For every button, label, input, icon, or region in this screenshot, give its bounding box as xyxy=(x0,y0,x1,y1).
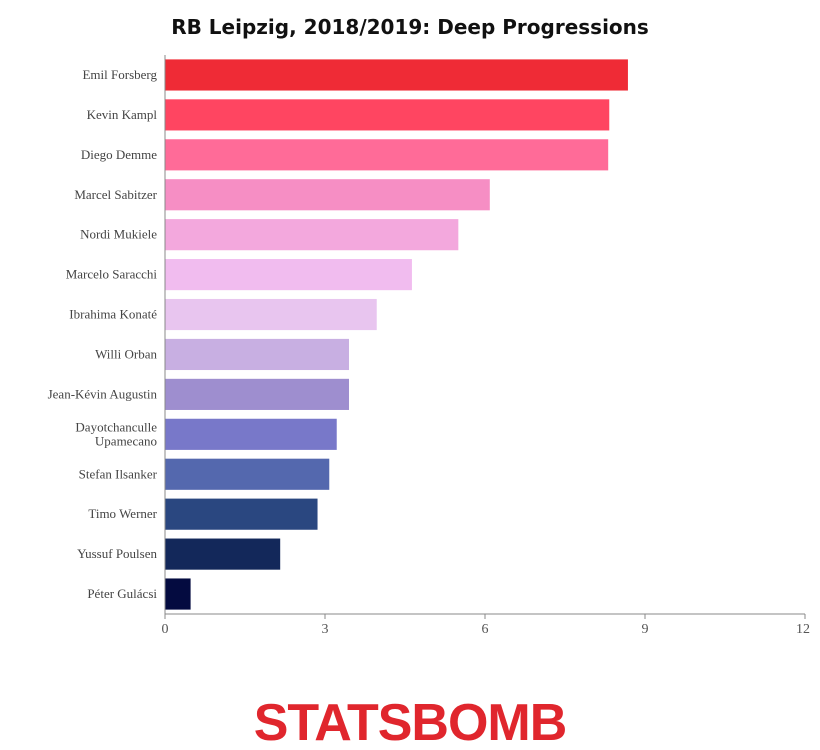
category-labels: Emil Forsberg Kevin Kampl Diego Demme Marce… xyxy=(48,67,158,601)
bar-2 xyxy=(165,139,609,171)
bar-3 xyxy=(165,179,490,211)
category-label-4: Nordi Mukiele xyxy=(80,227,157,242)
bar-5 xyxy=(165,259,412,291)
bar-0 xyxy=(165,59,628,91)
bar-4 xyxy=(165,219,459,251)
bar-1 xyxy=(165,99,610,131)
category-label-11: Timo Werner xyxy=(88,506,157,521)
bar-7 xyxy=(165,338,349,371)
category-label-12: Yussuf Poulsen xyxy=(77,546,157,561)
category-label-2: Diego Demme xyxy=(81,147,157,162)
x-tick-label-3: 9 xyxy=(642,622,649,637)
category-label-3: Marcel Sabitzer xyxy=(74,187,157,202)
logo-text: STATSBOMB xyxy=(254,694,567,750)
bar-10 xyxy=(165,458,330,490)
category-label-0: Emil Forsberg xyxy=(82,67,157,82)
statsbomb-logo: STATSBOMB xyxy=(254,694,568,750)
x-tick-label-2: 6 xyxy=(482,622,489,637)
bar-12 xyxy=(165,538,281,570)
category-label-5: Marcelo Saracchi xyxy=(66,267,158,282)
category-label-9: Dayotchanculle Upamecano xyxy=(75,419,157,448)
bar-8 xyxy=(165,378,349,410)
x-tick-label-1: 3 xyxy=(322,622,329,637)
x-tick-label-0: 0 xyxy=(162,622,169,637)
bar-9 xyxy=(165,418,337,450)
category-label-13: Péter Gulácsi xyxy=(87,586,157,601)
x-axis: 0 3 6 9 12 xyxy=(162,55,810,637)
bar-6 xyxy=(165,298,377,331)
category-label-1: Kevin Kampl xyxy=(87,107,158,122)
category-label-6: Ibrahima Konaté xyxy=(69,307,157,322)
bar-11 xyxy=(165,498,318,530)
chart-title: RB Leipzig, 2018/2019: Deep Progressions xyxy=(171,15,649,39)
category-label-7: Willi Orban xyxy=(95,346,157,361)
x-tick-label-4: 12 xyxy=(796,622,810,637)
bars-group xyxy=(165,59,628,610)
category-label-10: Stefan Ilsanker xyxy=(79,466,158,481)
bar-13 xyxy=(165,578,191,610)
category-label-8: Jean-Kévin Augustin xyxy=(48,386,158,401)
